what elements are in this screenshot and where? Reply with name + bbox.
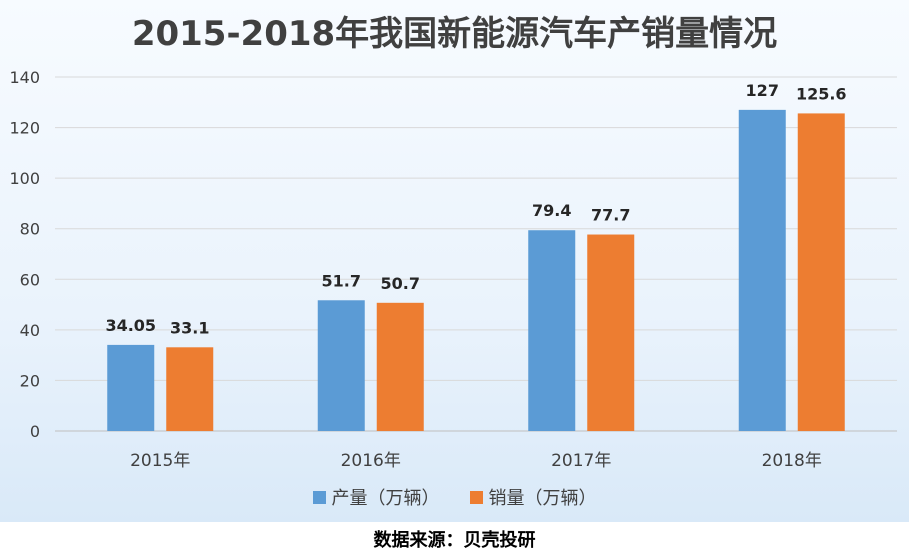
- bar-production-0: [107, 344, 155, 431]
- source-note: 数据来源：贝壳投研: [373, 530, 536, 551]
- x-tick-label-1: 2016年: [341, 451, 401, 471]
- legend-swatch-production: [312, 490, 326, 504]
- data-label-production-3: 127: [746, 81, 779, 100]
- y-tick-label-100: 100: [9, 169, 40, 188]
- bar-sales-2: [587, 234, 635, 431]
- bar-production-3: [738, 109, 786, 431]
- bar-production-2: [528, 230, 576, 431]
- bar-sales-3: [797, 113, 845, 431]
- bar-sales-1: [376, 302, 424, 431]
- y-tick-label-120: 120: [9, 119, 40, 138]
- y-tick-label-0: 0: [30, 422, 40, 441]
- legend-item-sales: 销量（万辆）: [469, 484, 597, 510]
- data-label-sales-3: 125.6: [796, 84, 847, 103]
- chart-title: 2015-2018年我国新能源汽车产销量情况: [131, 14, 778, 54]
- bar-production-1: [317, 300, 365, 431]
- y-tick-label-80: 80: [20, 220, 40, 239]
- x-tick-label-0: 2015年: [130, 451, 190, 471]
- bar-chart: 0 20 40 60 80 100 120 140 34.05 33.1 2015年 51.7 50.7…: [9, 68, 897, 471]
- data-label-production-2: 79.4: [532, 201, 571, 220]
- data-label-production-0: 34.05: [105, 316, 156, 335]
- y-tick-label-20: 20: [20, 371, 40, 390]
- bar-sales-0: [166, 347, 214, 431]
- data-label-sales-1: 50.7: [381, 274, 420, 293]
- data-label-sales-2: 77.7: [591, 206, 630, 225]
- y-tick-label-40: 40: [20, 321, 40, 340]
- chart-frame: 2015-2018年我国新能源汽车产销量情况 0 20 40 60 80 100 120 14…: [0, 0, 909, 522]
- y-tick-label-60: 60: [20, 270, 40, 289]
- legend-label-sales: 销量（万辆）: [488, 488, 597, 509]
- x-tick-label-2: 2017年: [551, 451, 611, 471]
- legend-label-production: 产量（万辆）: [331, 488, 440, 509]
- y-tick-label-140: 140: [9, 68, 40, 87]
- chart-legend: 产量（万辆） 销量（万辆）: [0, 484, 909, 510]
- data-label-sales-0: 33.1: [170, 318, 209, 337]
- data-label-production-1: 51.7: [322, 271, 361, 290]
- x-tick-label-3: 2018年: [762, 451, 822, 471]
- legend-item-production: 产量（万辆）: [312, 484, 440, 510]
- legend-swatch-sales: [469, 490, 483, 504]
